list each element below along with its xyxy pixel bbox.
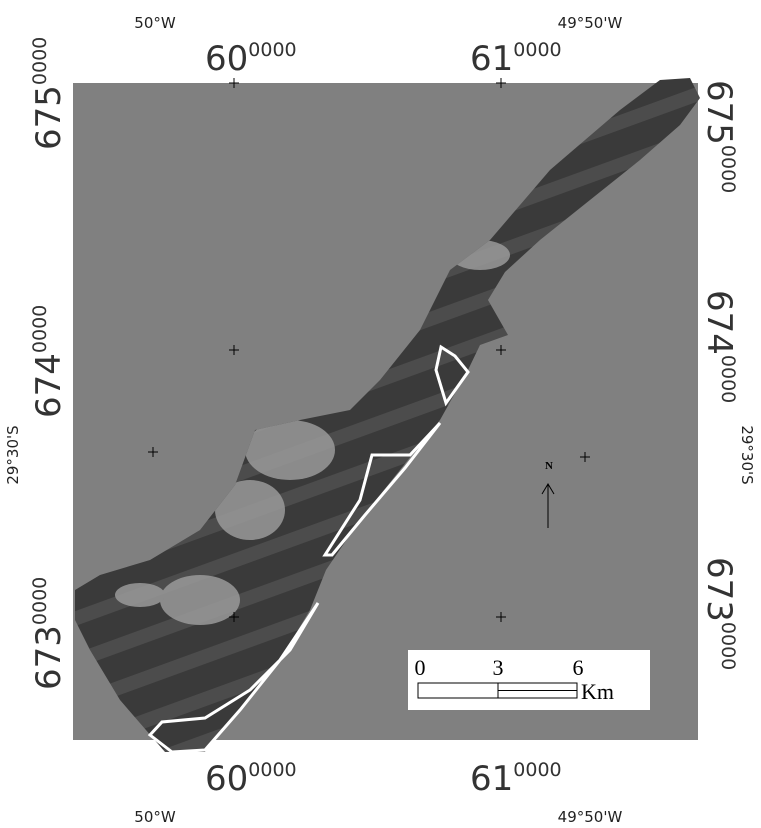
longitude-label: 49°50'W	[558, 14, 623, 32]
label-part: 0000	[29, 577, 51, 625]
label-part: 0000	[717, 145, 739, 193]
label-part: 0000	[513, 39, 561, 61]
latitude-label: 29°30'S	[4, 425, 22, 484]
northing-label: 6750000	[29, 37, 69, 150]
longitude-label: 49°50'W	[558, 808, 623, 826]
map-figure: 50°W 49°50'W 600000 610000 600000 610000…	[0, 0, 761, 828]
northing-label: 6740000	[699, 290, 739, 403]
northing-label: 6740000	[29, 305, 69, 418]
label-part: 0000	[29, 305, 51, 353]
label-part: 673	[699, 557, 739, 622]
label-part: 0000	[248, 759, 296, 781]
latitude-label: 29°30'S	[738, 425, 756, 484]
scale-bar: 0 3 6 Km	[408, 650, 650, 710]
label-part: 675	[699, 80, 739, 145]
label-part: 0000	[717, 355, 739, 403]
label-part: 0000	[248, 39, 296, 61]
label-part: 61	[470, 759, 513, 799]
easting-label: 600000	[205, 759, 297, 799]
label-part: 60	[205, 39, 248, 79]
label-part: 674	[699, 290, 739, 355]
northing-label: 6750000	[699, 80, 739, 193]
scale-unit: Km	[581, 679, 614, 704]
label-part: 60	[205, 759, 248, 799]
longitude-label: 50°W	[134, 808, 176, 826]
easting-label: 610000	[470, 39, 562, 79]
label-part: 675	[29, 85, 69, 150]
easting-label: 610000	[470, 759, 562, 799]
label-part: 61	[470, 39, 513, 79]
label-part: 0000	[29, 37, 51, 85]
northing-label: 6730000	[29, 577, 69, 690]
easting-label: 600000	[205, 39, 297, 79]
label-part: 673	[29, 625, 69, 690]
scale-tick: 6	[573, 655, 584, 680]
label-part: 674	[29, 353, 69, 418]
scale-tick: 0	[415, 655, 426, 680]
northing-label: 6730000	[699, 557, 739, 670]
north-label: N	[545, 460, 553, 472]
longitude-label: 50°W	[134, 14, 176, 32]
scale-tick: 3	[493, 655, 504, 680]
label-part: 0000	[513, 759, 561, 781]
label-part: 0000	[717, 622, 739, 670]
